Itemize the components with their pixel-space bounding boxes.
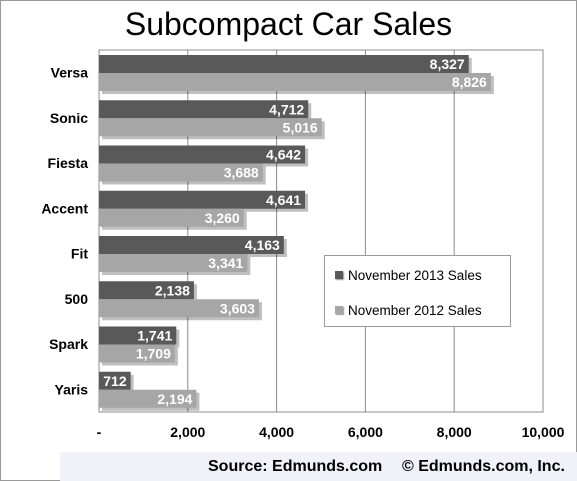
legend-label-2013: November 2013 Sales	[348, 267, 482, 283]
x-tick-label: 4,000	[259, 424, 294, 440]
legend-swatch-2013	[335, 271, 343, 279]
bar-2013	[99, 371, 131, 390]
x-tick-label: 10,000	[522, 424, 565, 440]
category-label: Versa	[51, 65, 89, 81]
legend-label-2012: November 2012 Sales	[348, 302, 482, 318]
bar-value-label: 5,016	[283, 119, 318, 135]
category-label: Spark	[49, 336, 88, 352]
bar-2013	[99, 145, 306, 164]
category-label: Accent	[41, 200, 88, 216]
legend-swatch-2012	[335, 306, 343, 314]
x-tick-label: 8,000	[437, 424, 472, 440]
bar-2013	[99, 281, 194, 300]
bar-2012	[99, 389, 197, 408]
chart-legend: November 2013 Sales November 2012 Sales	[324, 255, 511, 327]
bar-2012	[99, 299, 259, 318]
bar-2013	[99, 190, 306, 209]
source-footer: Source: Edmunds.com © Edmunds.com, Inc.	[60, 452, 577, 481]
bar-value-label: 3,603	[220, 300, 255, 316]
bar-value-label: 3,260	[205, 210, 240, 226]
bar-2012	[99, 344, 175, 363]
bar-value-label: 1,741	[137, 328, 172, 344]
bar-value-label: 8,826	[452, 74, 487, 90]
bar-2012	[99, 73, 491, 91]
copyright-text: © Edmunds.com, Inc.	[402, 458, 565, 475]
bar-2012	[99, 163, 263, 182]
bar-value-label: 2,194	[157, 391, 192, 407]
bar-value-label: 1,709	[136, 346, 171, 362]
bar-2012	[99, 208, 244, 227]
bar-value-label: 712	[103, 373, 127, 389]
category-label: 500	[65, 291, 89, 307]
x-tick-label: -	[97, 424, 102, 440]
category-label: Sonic	[50, 110, 88, 126]
bar-2012	[99, 254, 248, 272]
bar-value-label: 4,641	[266, 192, 301, 208]
bar-2012	[99, 118, 322, 137]
bar-2013	[99, 236, 284, 254]
bar-2013	[99, 55, 469, 73]
bar-2013	[99, 326, 177, 345]
bar-value-label: 3,341	[208, 255, 243, 271]
category-label: Yaris	[55, 381, 89, 397]
category-label: Fiesta	[48, 155, 89, 171]
category-label: Fit	[71, 246, 88, 262]
bar-value-label: 2,138	[155, 282, 190, 298]
legend-item-2013: November 2013 Sales	[335, 267, 482, 283]
bar-2013	[99, 100, 309, 119]
legend-item-2012: November 2012 Sales	[335, 302, 482, 318]
chart-title: Subcompact Car Sales	[124, 6, 453, 42]
source-text: Source: Edmunds.com	[208, 458, 383, 475]
x-tick-label: 2,000	[170, 424, 205, 440]
bar-value-label: 4,642	[266, 147, 301, 163]
bar-value-label: 4,712	[269, 101, 304, 117]
bar-value-label: 8,327	[430, 56, 465, 72]
bar-value-label: 4,163	[245, 237, 280, 253]
bar-value-label: 3,688	[224, 165, 259, 181]
x-tick-label: 6,000	[348, 424, 383, 440]
